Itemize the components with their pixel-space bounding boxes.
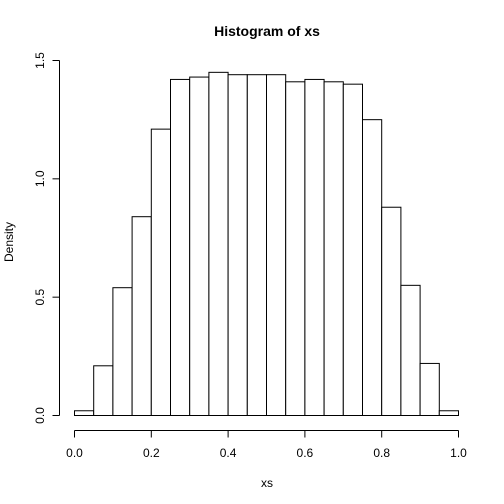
histogram-bar [362,119,383,417]
chart-title: Histogram of xs [214,23,320,39]
x-tick-label: 0.4 [220,446,237,460]
histogram-bar [74,410,95,416]
histogram-bar [131,216,152,416]
histogram-bar [400,284,421,417]
histogram-bar [208,71,229,416]
histogram-bar [304,78,325,417]
y-tick-label: 0.0 [33,407,47,424]
histogram-bar [438,410,459,416]
histogram-bar [112,287,133,417]
histogram-bar [419,362,440,416]
histogram-bar [150,128,172,416]
x-axis-label: xs [261,476,273,490]
histogram-bar [342,83,363,417]
bars-group [74,71,459,417]
y-axis: 0.0 0.5 1.0 1.5 [33,52,60,424]
histogram-bar [93,365,114,416]
y-axis-label: Density [2,222,16,262]
histogram-bar [170,78,191,417]
x-tick-label: 1.0 [450,446,467,460]
histogram-bar [246,74,268,416]
x-tick-label: 0.0 [66,446,83,460]
histogram-bar [189,76,210,416]
histogram-bar [285,81,306,417]
histogram-bar [227,74,248,416]
x-tick-label: 0.2 [143,446,160,460]
histogram-bar [323,81,344,417]
histogram-bar [266,74,287,416]
y-tick-label: 0.5 [33,289,47,306]
x-axis: 0.0 0.2 0.4 0.6 0.8 1.0 [66,430,467,460]
y-tick-label: 1.5 [33,52,47,69]
x-tick-label: 0.6 [297,446,314,460]
x-tick-label: 0.8 [373,446,390,460]
histogram-bar [381,206,402,416]
y-tick-label: 1.0 [33,170,47,187]
